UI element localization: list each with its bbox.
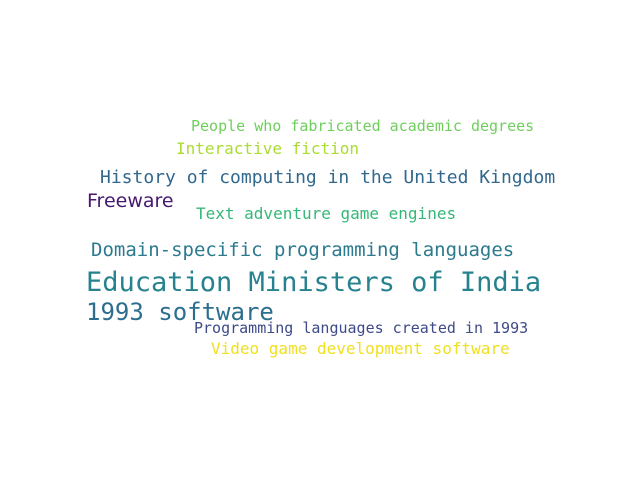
word-education-ministers-india: Education Ministers of India [86, 267, 542, 298]
word-interactive-fiction: Interactive fiction [176, 139, 360, 158]
word-text-adventure-engines: Text adventure game engines [196, 204, 457, 223]
word-1993-software: 1993 software [86, 298, 274, 326]
word-history-computing-uk: History of computing in the United Kingd… [100, 167, 556, 188]
word-people-fabricated-degrees: People who fabricated academic degrees [191, 117, 535, 135]
word-languages-created-1993: Programming languages created in 1993 [194, 319, 529, 337]
word-domain-specific-languages: Domain-specific programming languages [91, 239, 515, 261]
word-freeware: Freeware [87, 190, 174, 212]
word-video-game-dev-software: Video game development software [211, 339, 510, 358]
